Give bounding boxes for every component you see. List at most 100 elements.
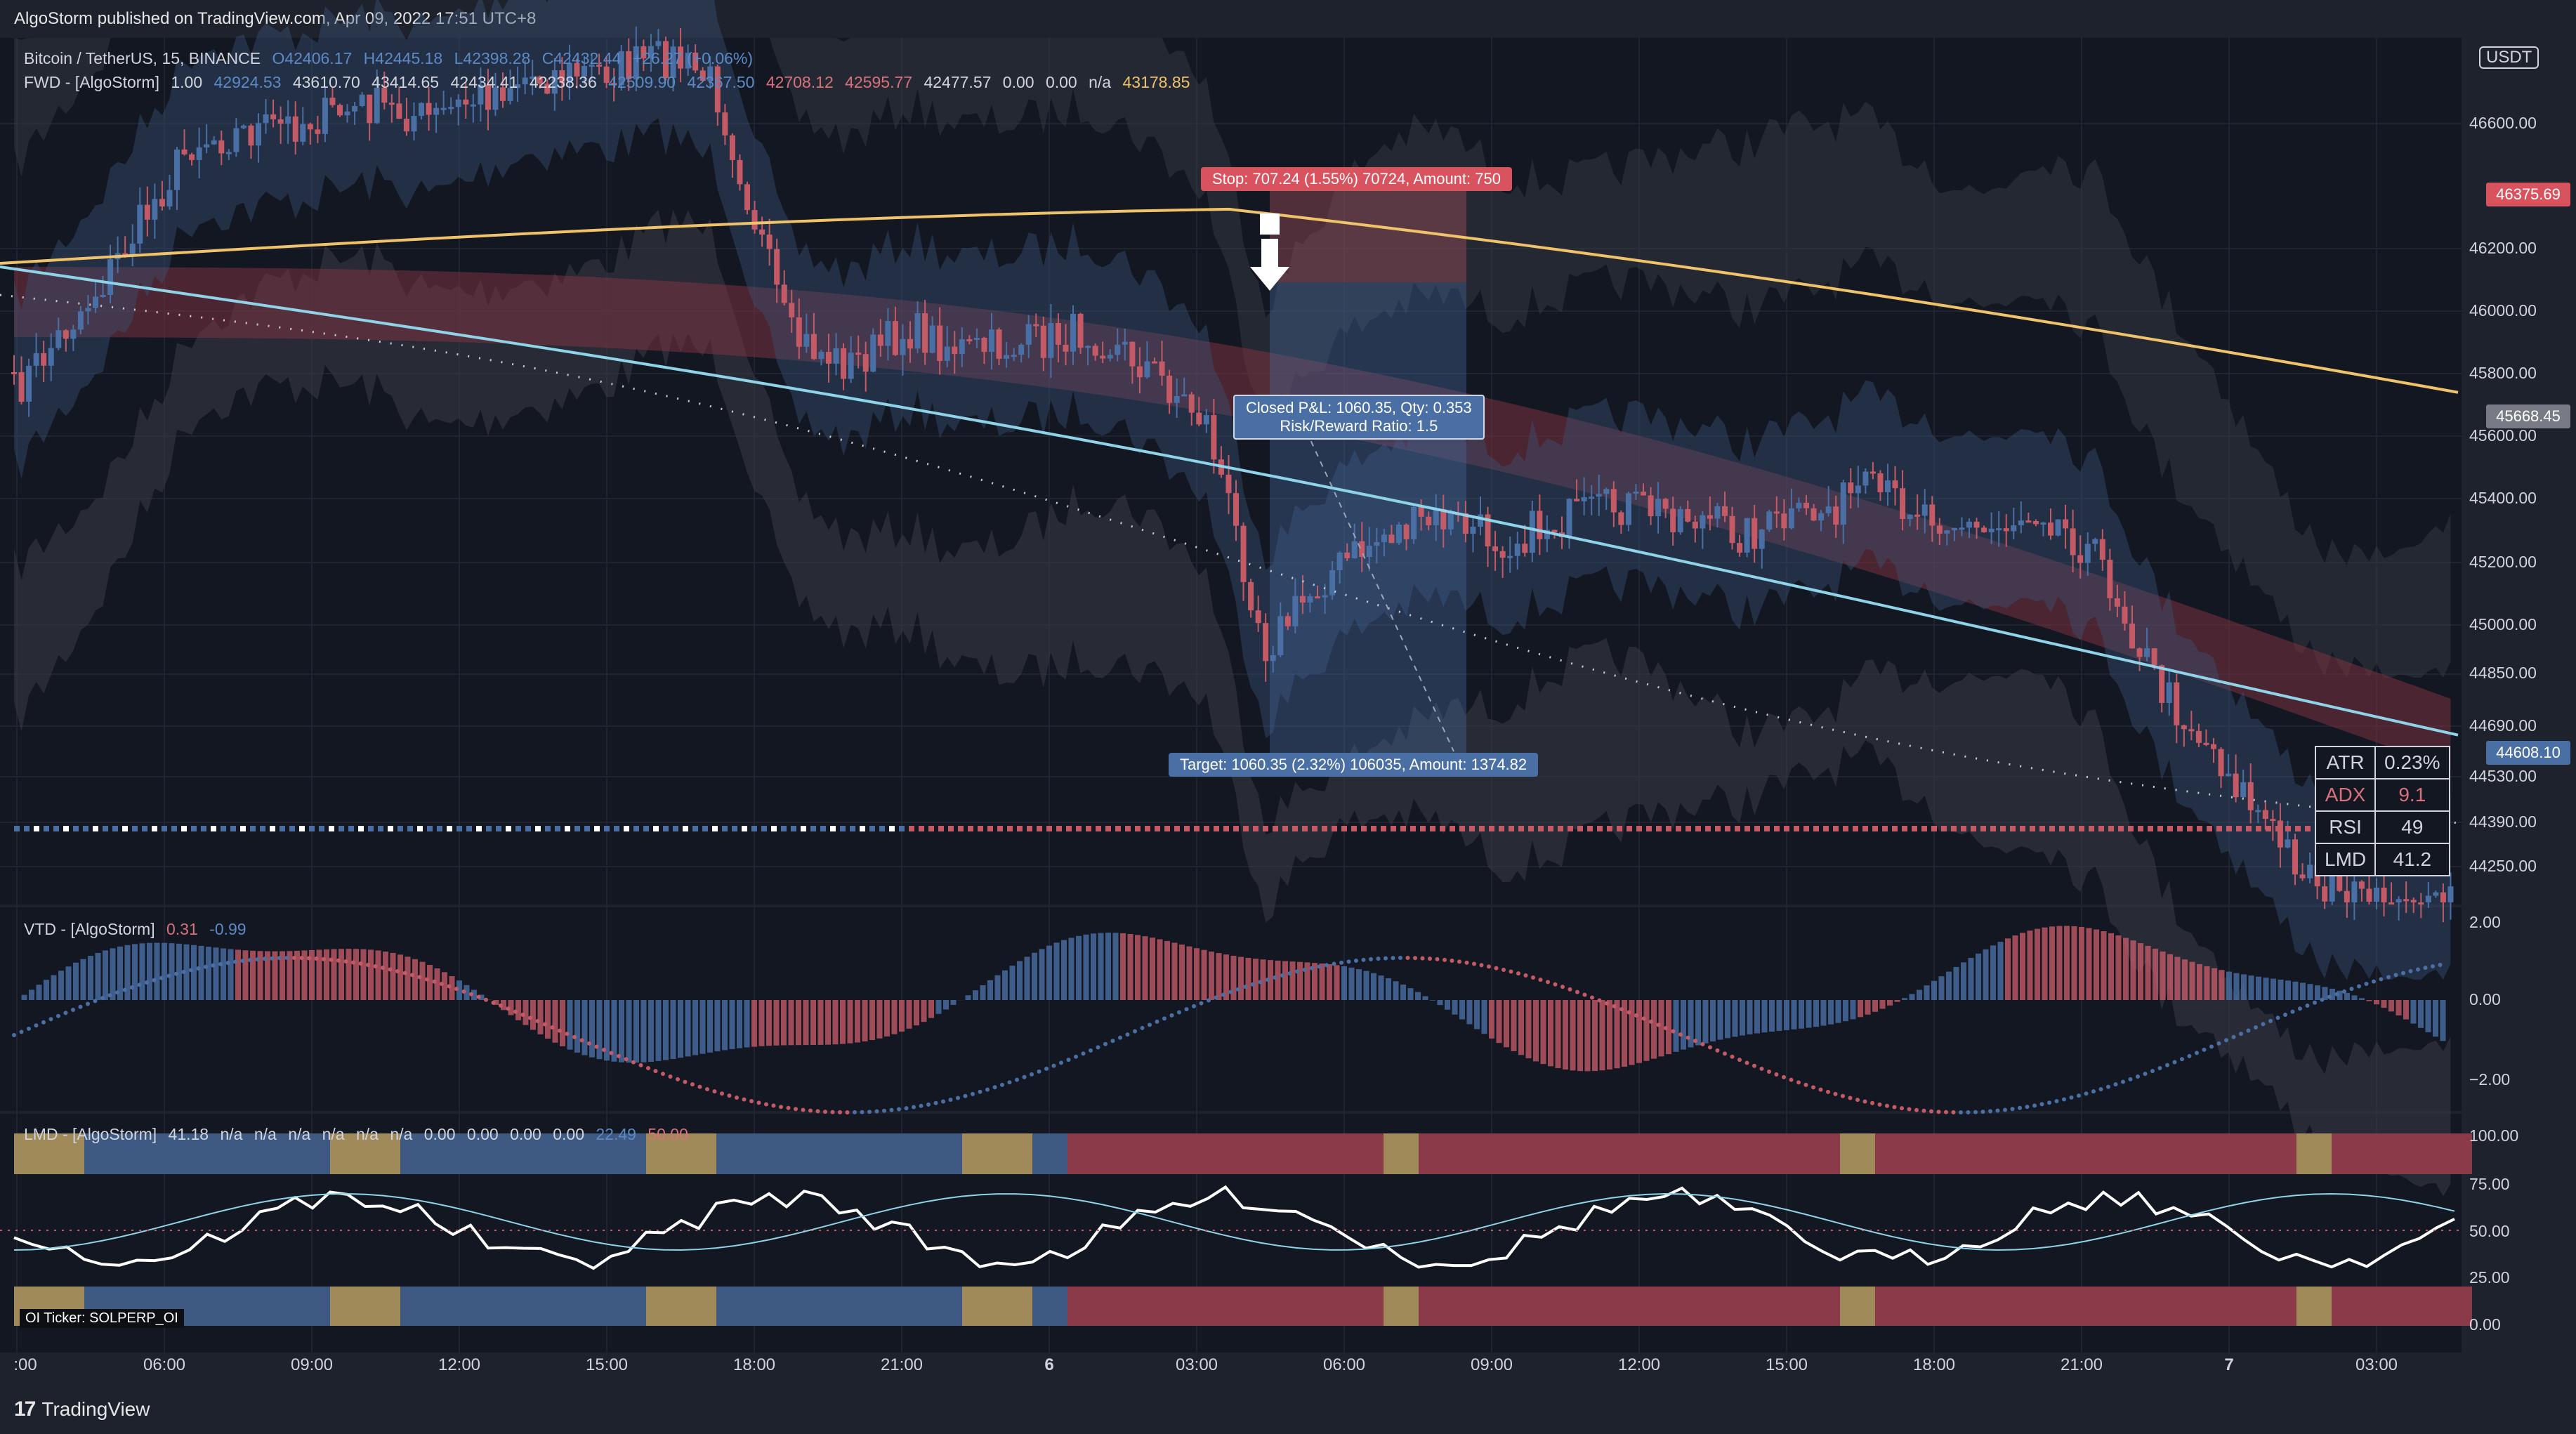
currency-button[interactable]: USDT xyxy=(2479,46,2539,69)
vtd-bar xyxy=(1835,1000,1841,1023)
lmd-state-block xyxy=(2296,1287,2332,1326)
level-dot xyxy=(1548,826,1553,831)
fwd-name[interactable]: FWD - [AlgoStorm] xyxy=(24,73,159,91)
level-dot xyxy=(1862,826,1868,831)
lmd-state-block xyxy=(1454,1287,1489,1326)
fwd-v5: 42238.36 xyxy=(529,73,597,91)
vtd-bar xyxy=(501,1000,506,1011)
lmd-state-block xyxy=(1208,1287,1243,1326)
vtd-signal-dot xyxy=(2327,994,2332,999)
vtd-signal-dot xyxy=(1155,1019,1159,1024)
vtd-signal-dot xyxy=(801,1107,806,1112)
candle-body xyxy=(596,64,603,67)
lmd-state-block xyxy=(2402,1133,2437,1174)
vtd-signal-dot xyxy=(1118,1035,1122,1040)
vtd-bar xyxy=(1230,955,1237,1000)
level-dot xyxy=(221,826,226,831)
lmd-v12: 50.00 xyxy=(648,1125,688,1143)
candle-body xyxy=(2011,525,2017,532)
level-dot xyxy=(1764,826,1770,831)
vtd-signal-dot xyxy=(1605,1001,1609,1006)
candle-body xyxy=(1707,515,1713,519)
level-dot xyxy=(2236,826,2242,831)
level-dot xyxy=(191,826,197,831)
vtd-bar xyxy=(921,1000,927,1022)
vtd-signal-dot xyxy=(1125,1032,1130,1037)
vtd-bar xyxy=(1799,1000,1804,1029)
vtd-signal-dot xyxy=(218,961,223,966)
candle-body xyxy=(2084,544,2091,563)
vtd-bar xyxy=(1894,1000,1900,1002)
lmd-state-block xyxy=(1735,1287,1770,1326)
candle-body xyxy=(322,98,328,134)
lmd-name[interactable]: LMD - [AlgoStorm] xyxy=(24,1125,157,1143)
level-dot xyxy=(1253,826,1259,831)
lmd-state-block xyxy=(1805,1133,1840,1174)
candle-body xyxy=(1781,513,1787,529)
vtd-signal-dot xyxy=(2157,1065,2162,1070)
level-dot xyxy=(643,826,649,831)
lmd-state-block xyxy=(857,1133,892,1174)
vtd-signal-dot xyxy=(1737,1058,1742,1063)
lmd-state-block xyxy=(1173,1133,1208,1174)
level-dot xyxy=(368,826,374,831)
vtd-pane xyxy=(0,907,2462,1111)
vtd-signal-dot xyxy=(565,1032,570,1037)
level-dot xyxy=(142,826,147,831)
price-label-close: 45668.45 xyxy=(2486,404,2570,428)
fwd-v10: 42477.57 xyxy=(924,73,992,91)
lmd-state-block xyxy=(225,1133,260,1174)
footer-brand[interactable]: 17 TradingView xyxy=(14,1397,150,1421)
lmd-state-block xyxy=(997,1133,1032,1174)
candle-body xyxy=(1700,515,1706,529)
vtd-bar xyxy=(1673,1000,1679,1052)
vtd-bar xyxy=(810,1000,816,1046)
level-dot xyxy=(1381,826,1386,831)
vtd-signal-dot xyxy=(1656,1022,1661,1027)
candle-body xyxy=(774,249,780,285)
vtd-bar xyxy=(2344,992,2350,1000)
vtd-signal-dot xyxy=(343,959,348,964)
time-tick: 18:00 xyxy=(1912,1355,1956,1374)
vtd-bar xyxy=(1681,1000,1686,1050)
level-dot xyxy=(1735,826,1740,831)
level-dot xyxy=(1076,826,1082,831)
symbol-name[interactable]: Bitcoin / TetherUS, 15, BINANCE xyxy=(24,49,261,67)
candle-body xyxy=(2040,522,2046,525)
vtd-bar xyxy=(751,1000,757,1047)
candle-body xyxy=(670,46,676,79)
vtd-bar xyxy=(611,1000,617,1062)
candle-body xyxy=(907,338,913,349)
candle-body xyxy=(470,104,476,107)
vtd-bar xyxy=(1474,1000,1480,1030)
vtd-signal-dot xyxy=(2054,1099,2059,1104)
level-dot xyxy=(761,826,767,831)
candle-body xyxy=(1966,521,1972,528)
vtd-bar xyxy=(1437,1000,1443,1006)
vtd-signal-dot xyxy=(1560,985,1565,989)
level-dot xyxy=(830,826,836,831)
lmd-state-block xyxy=(1910,1287,1945,1326)
level-dot xyxy=(2157,826,2163,831)
candle-body xyxy=(589,64,595,67)
candle-body xyxy=(1292,596,1299,626)
candle-body xyxy=(2233,773,2239,798)
vtd-name[interactable]: VTD - [AlgoStorm] xyxy=(24,920,155,938)
level-dot xyxy=(2000,826,2006,831)
level-dot xyxy=(388,826,393,831)
level-dot xyxy=(289,826,295,831)
vtd-signal-dot xyxy=(912,1105,916,1110)
candle-body xyxy=(900,338,906,355)
candle-body xyxy=(2055,519,2061,536)
vtd-bar xyxy=(1348,967,1355,1000)
vtd-bar xyxy=(2182,959,2188,1000)
vtd-bar xyxy=(1201,949,1207,1000)
vtd-bar xyxy=(699,1000,706,1054)
candle-body xyxy=(2114,598,2120,607)
candle-body xyxy=(1714,506,1721,519)
stats-row-adx: ADX 9.1 xyxy=(2314,778,2450,812)
vtd-signal-dot xyxy=(2320,997,2325,1002)
vtd-signal-dot xyxy=(1936,1110,1941,1114)
vtd-bar xyxy=(434,968,440,1000)
